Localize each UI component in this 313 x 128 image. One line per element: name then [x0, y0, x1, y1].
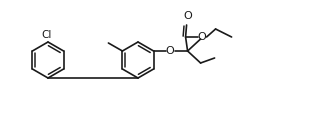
Text: O: O — [165, 46, 174, 56]
Text: Cl: Cl — [42, 30, 52, 40]
Text: O: O — [197, 32, 206, 42]
Text: O: O — [183, 11, 192, 21]
